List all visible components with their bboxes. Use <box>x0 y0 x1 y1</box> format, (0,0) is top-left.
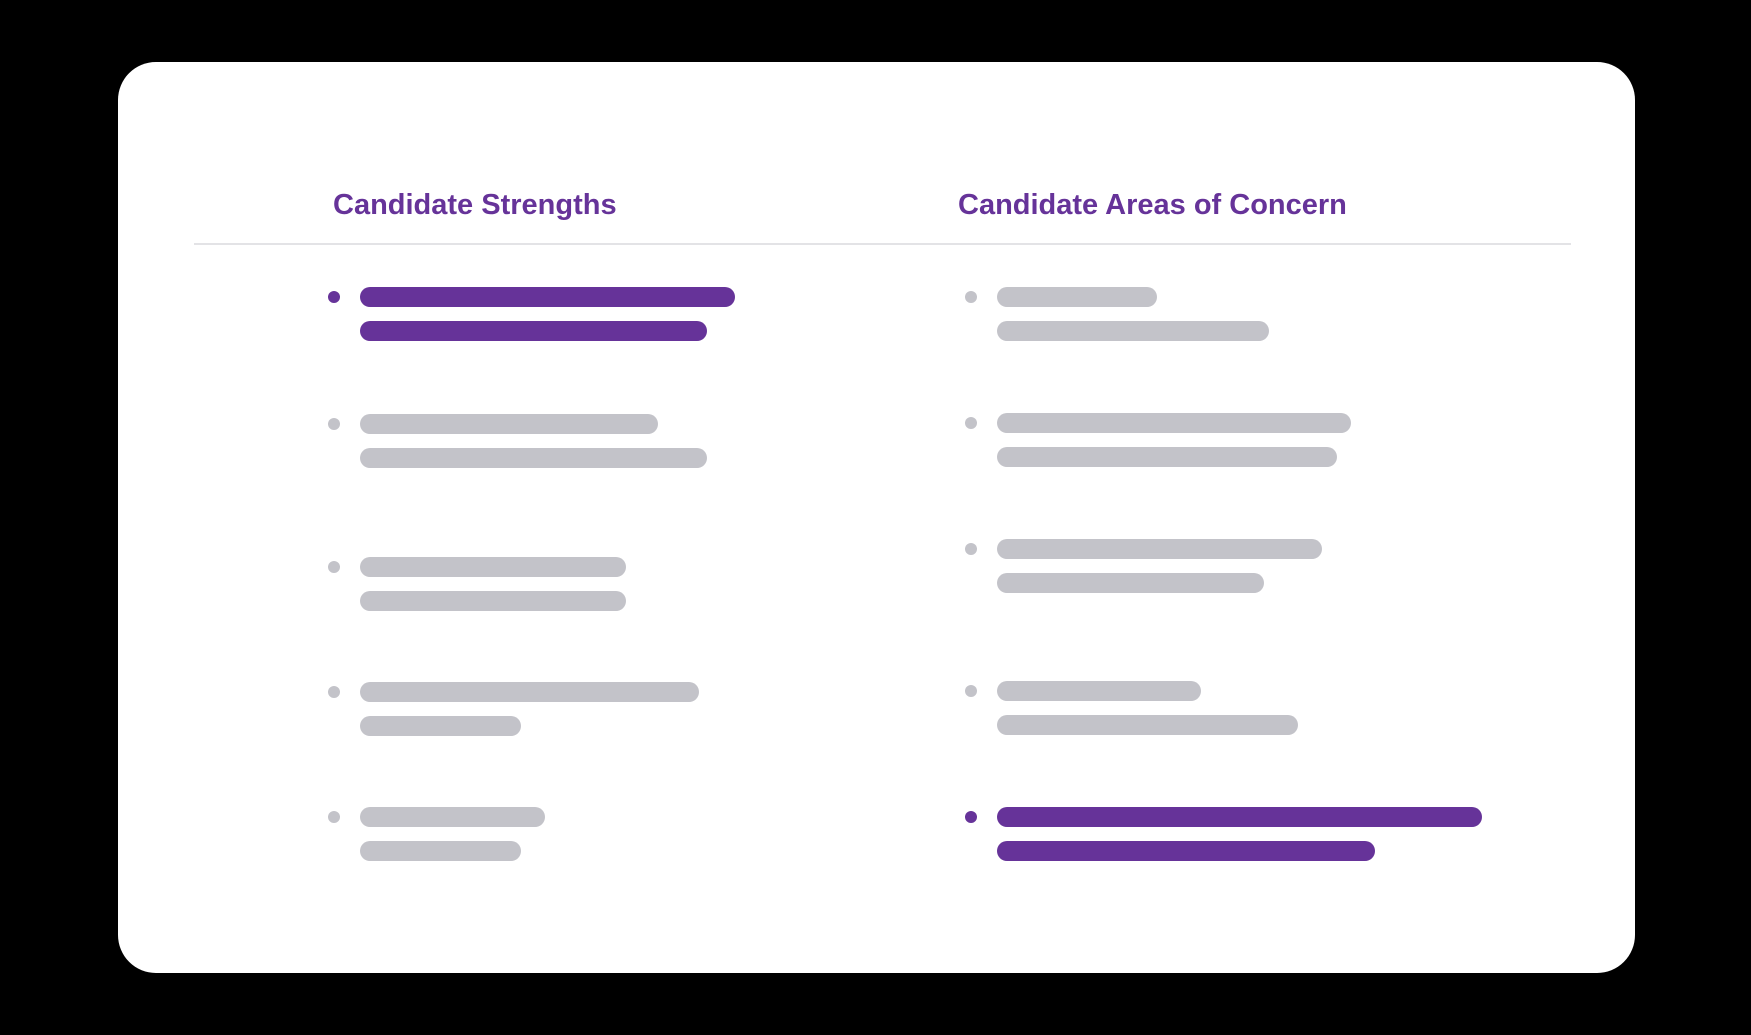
list-item-bullet <box>965 417 977 429</box>
text-placeholder-line <box>360 591 626 611</box>
header-divider <box>194 243 1571 245</box>
concerns-heading: Candidate Areas of Concern <box>958 189 1347 221</box>
text-placeholder-line <box>997 841 1375 861</box>
text-placeholder-line <box>360 807 545 827</box>
text-placeholder-line <box>997 447 1337 467</box>
list-item-bullet <box>328 811 340 823</box>
text-placeholder-line <box>360 716 521 736</box>
list-item-bullet <box>328 561 340 573</box>
text-placeholder-line <box>360 682 699 702</box>
list-item-bullet <box>328 418 340 430</box>
strengths-heading: Candidate Strengths <box>333 189 617 221</box>
list-item-bullet <box>965 291 977 303</box>
text-placeholder-line <box>997 413 1351 433</box>
text-placeholder-line <box>997 807 1482 827</box>
text-placeholder-line <box>997 287 1157 307</box>
text-placeholder-line <box>360 448 707 468</box>
text-placeholder-line <box>360 414 658 434</box>
text-placeholder-line <box>997 321 1269 341</box>
text-placeholder-line <box>360 557 626 577</box>
list-item-bullet <box>965 811 977 823</box>
list-item-bullet <box>965 685 977 697</box>
list-item-bullet <box>328 291 340 303</box>
text-placeholder-line <box>360 321 707 341</box>
text-placeholder-line <box>997 539 1322 559</box>
list-item-bullet <box>965 543 977 555</box>
comparison-card: Candidate Strengths Candidate Areas of C… <box>118 62 1635 973</box>
text-placeholder-line <box>360 287 735 307</box>
text-placeholder-line <box>360 841 521 861</box>
text-placeholder-line <box>997 573 1264 593</box>
list-item-bullet <box>328 686 340 698</box>
text-placeholder-line <box>997 681 1201 701</box>
text-placeholder-line <box>997 715 1298 735</box>
